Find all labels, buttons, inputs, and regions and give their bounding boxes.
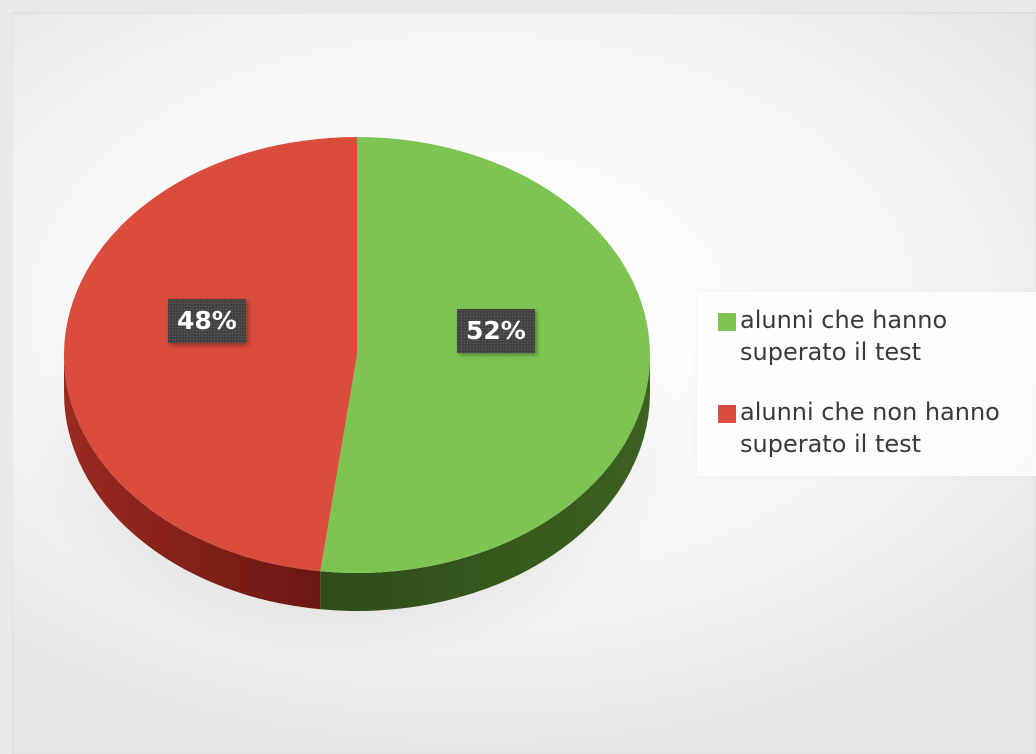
data-label-passed: 52%	[457, 309, 535, 353]
legend-item-passed: alunni che hanno superato il test	[718, 304, 1018, 368]
legend: alunni che hanno superato il test alunni…	[697, 292, 1036, 476]
pie-side-failed	[64, 355, 321, 610]
pie-side-passed	[320, 355, 650, 611]
data-label-failed: 48%	[168, 299, 246, 343]
legend-swatch-passed	[718, 313, 736, 331]
legend-label-failed: alunni che non hanno superato il test	[740, 398, 1000, 458]
legend-swatch-failed	[718, 405, 736, 423]
slide-canvas: 52% 48% alunni che hanno superato il tes…	[12, 12, 1036, 754]
pie-slice-failed	[64, 137, 358, 572]
pie-slice-passed	[320, 137, 651, 573]
legend-item-failed: alunni che non hanno superato il test	[718, 396, 1018, 460]
legend-label-passed: alunni che hanno superato il test	[740, 306, 948, 366]
